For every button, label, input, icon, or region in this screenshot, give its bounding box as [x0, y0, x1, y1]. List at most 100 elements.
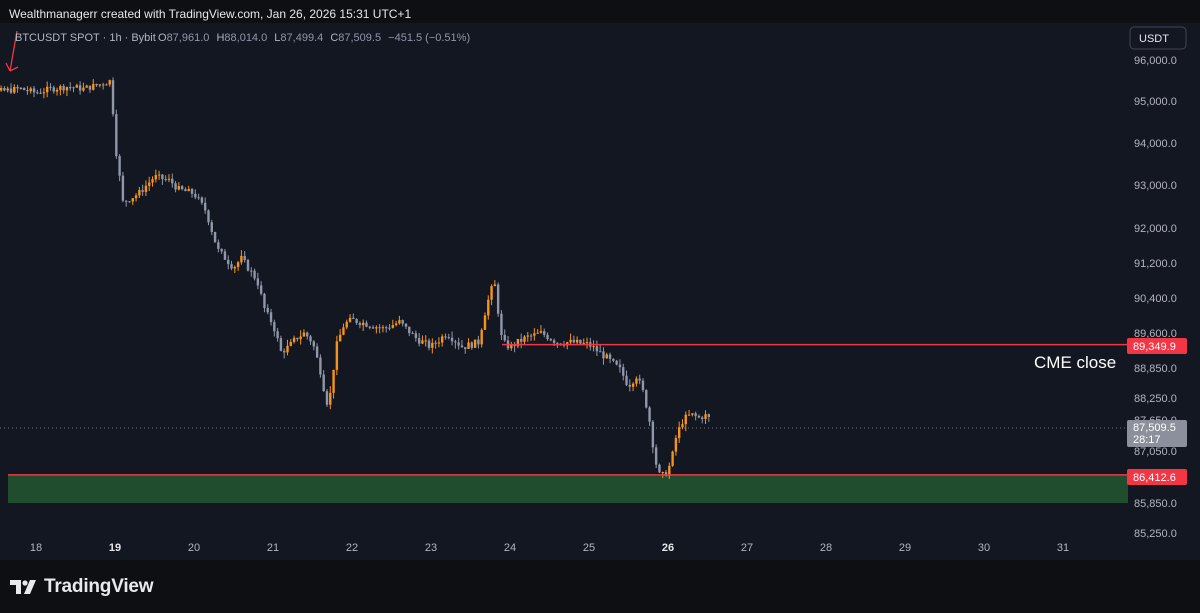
candle-body — [292, 337, 296, 342]
candle-body — [496, 284, 500, 314]
candle-body — [454, 341, 457, 343]
tradingview-logo-icon — [10, 580, 36, 594]
candle-body — [417, 338, 421, 344]
candle-body — [217, 242, 220, 249]
candle-body — [29, 88, 32, 92]
candle-body — [19, 87, 23, 89]
candle-body — [355, 318, 358, 323]
price-tick-label: 89,600.0 — [1134, 328, 1177, 340]
candle-body — [575, 339, 579, 343]
candle-body — [582, 342, 585, 344]
candle-body — [338, 334, 342, 342]
candle-body — [250, 270, 253, 272]
candle-body — [227, 259, 230, 265]
candle-body — [194, 193, 197, 198]
candle-body — [444, 336, 447, 338]
candle-body — [641, 380, 645, 391]
candle-body — [273, 322, 276, 332]
candle-body — [98, 84, 102, 86]
candle-body — [437, 342, 441, 344]
footer-brand: TradingView — [10, 576, 154, 598]
candle-body — [312, 341, 316, 347]
candle-body — [309, 336, 312, 342]
candle-body — [674, 438, 678, 452]
candle-body — [595, 346, 599, 352]
price-tick-label: 91,200.0 — [1134, 258, 1177, 270]
candle-body — [464, 347, 467, 349]
legend-low: 87,499.4 — [280, 32, 323, 44]
candle-body — [687, 414, 691, 416]
candle-body — [236, 262, 240, 268]
legend-ohlc: O87,961.0 H88,014.0 L87,499.4 C87,509.5 … — [158, 32, 470, 44]
candle-body — [342, 327, 345, 335]
legend-symbol[interactable]: BTCUSDT SPOT · 1h · Bybit — [15, 32, 156, 44]
candle-body — [385, 327, 388, 329]
candle-body — [602, 351, 605, 359]
candle-body — [645, 390, 648, 408]
candle-body — [108, 80, 111, 85]
candle-body — [3, 87, 6, 91]
candle-body — [654, 447, 658, 465]
cme-close-annotation[interactable]: CME close — [1034, 353, 1116, 372]
candle-body — [144, 185, 148, 192]
candle-body — [638, 378, 641, 381]
legend-close-label: C — [330, 32, 338, 44]
candle-body — [32, 88, 36, 93]
countdown-badge: 28:17 — [1133, 434, 1161, 446]
upper-line-badge-bg — [1127, 338, 1187, 354]
candle-body — [22, 87, 26, 91]
chart-area[interactable]: BTCUSDT SPOT · 1h · Bybit O87,961.0 H88,… — [0, 23, 1200, 560]
plot-background — [0, 23, 1200, 560]
candle-body — [92, 83, 95, 90]
candle-body — [526, 335, 529, 337]
candle-body — [124, 200, 128, 202]
candle-body — [154, 175, 158, 180]
candle-body — [78, 85, 82, 91]
price-chart[interactable]: BTCUSDT SPOT · 1h · Bybit O87,961.0 H88,… — [0, 23, 1200, 560]
candle-body — [529, 335, 533, 337]
candle-body — [612, 358, 615, 361]
candle-body — [707, 414, 711, 417]
candle-body — [72, 87, 75, 89]
zones-layer — [8, 474, 1128, 503]
candle-body — [549, 339, 553, 341]
candle-body — [450, 337, 454, 342]
candle-body — [306, 332, 309, 337]
candle-body — [701, 417, 704, 420]
candle-body — [52, 87, 55, 92]
currency-button-bg[interactable] — [1129, 26, 1187, 50]
candle-body — [424, 340, 427, 342]
candle-body — [661, 472, 664, 474]
candle-body — [598, 351, 602, 353]
candle-body — [36, 92, 39, 94]
candle-body — [65, 87, 69, 91]
currency-button[interactable]: USDT — [1139, 33, 1169, 45]
candle-body — [592, 346, 595, 348]
price-tick-label: 96,000.0 — [1134, 55, 1177, 67]
support-zone[interactable] — [8, 474, 1128, 503]
candle-body — [115, 114, 118, 157]
candle-body — [434, 342, 437, 344]
legend-change: −451.5 (−0.51%) — [388, 32, 470, 44]
candle-body — [536, 332, 539, 334]
candle-body — [259, 285, 263, 294]
candle-body — [480, 329, 483, 345]
candle-body — [470, 342, 474, 348]
candle-body — [49, 86, 52, 88]
candle-body — [671, 451, 674, 466]
candle-body — [315, 346, 319, 358]
candle-body — [566, 342, 569, 346]
candle-body — [296, 337, 299, 340]
candle-body — [286, 345, 289, 353]
arrow-drawing[interactable] — [5, 30, 19, 72]
candle-body — [361, 322, 365, 326]
candle-body — [75, 85, 79, 88]
candle-body — [131, 198, 134, 202]
candle-body — [628, 384, 632, 387]
time-tick-label: 28 — [820, 542, 832, 554]
candle-body — [240, 255, 243, 263]
candle-body — [605, 354, 608, 359]
legend-high-label: H — [216, 32, 224, 44]
candle-body — [302, 332, 306, 337]
candle-body — [677, 427, 681, 439]
